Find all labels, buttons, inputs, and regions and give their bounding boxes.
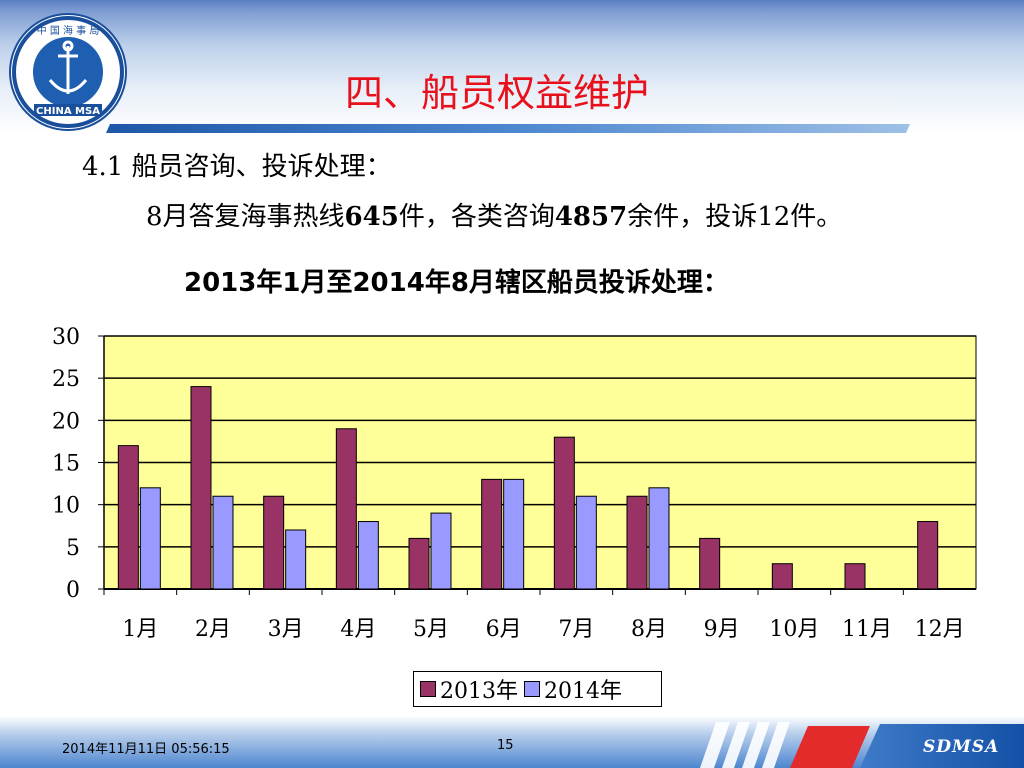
x-tick-label: 4月 <box>340 617 376 642</box>
legend-label-2013: 2013年 <box>440 679 518 704</box>
x-tick-label: 3月 <box>268 617 304 642</box>
bar-2014年-4月 <box>357 521 379 590</box>
footer-date: 2014年11月11日 05:56:15 <box>62 742 230 757</box>
x-tick-label: 6月 <box>486 617 522 642</box>
bar-chart: 0 5 10 15 20 25 30 1月 2月 3月 4月 5月 6月 7月 8月 9月 10月 11月 12月 <box>52 325 977 642</box>
legend-swatch-2014 <box>524 681 540 697</box>
bar-2013年-12月 <box>917 521 939 590</box>
summary-line: 8月答复海事热线645件，各类咨询4857余件，投诉12件。 <box>146 196 842 233</box>
bar-2014年-5月 <box>430 512 452 590</box>
header-band <box>0 0 1024 140</box>
bar-2013年-4月 <box>335 428 357 590</box>
y-tick-label: 0 <box>66 578 80 603</box>
footer-brand: SDMSA <box>923 737 1000 757</box>
y-tick-label: 10 <box>52 494 80 519</box>
x-tick-label: 11月 <box>842 617 892 642</box>
x-tick-label: 2月 <box>195 617 231 642</box>
y-tick-label: 25 <box>52 367 80 392</box>
y-tick-label: 20 <box>52 409 80 434</box>
bar-2013年-10月 <box>771 563 793 590</box>
x-tick-label: 1月 <box>122 617 158 642</box>
footer-band <box>0 716 1024 768</box>
logo-text-top: 中 国 海 事 局 <box>37 24 100 37</box>
bar-2013年-8月 <box>626 495 648 590</box>
bar-2013年-11月 <box>844 563 866 590</box>
bar-2014年-1月 <box>139 487 161 590</box>
x-tick-label: 12月 <box>915 617 965 642</box>
bar-2014年-3月 <box>285 529 307 590</box>
bar-2014年-7月 <box>575 495 597 590</box>
summary-part-3: 余件，投诉12件。 <box>627 202 843 232</box>
slide-title: 四、船员权益维护 <box>345 71 650 115</box>
bar-2013年-9月 <box>699 537 721 590</box>
hotline-count: 645 <box>344 202 399 232</box>
bar-2013年-1月 <box>117 445 139 590</box>
y-tick-label: 15 <box>52 452 80 477</box>
y-tick-label: 30 <box>52 325 80 350</box>
bar-2014年-2月 <box>212 495 234 590</box>
legend-swatch-2013 <box>420 681 436 697</box>
legend-item-2013: 2013年 <box>420 673 518 705</box>
summary-part-1: 8月答复海事热线 <box>146 202 345 232</box>
bar-2013年-5月 <box>408 537 430 590</box>
legend-label-2014: 2014年 <box>544 679 622 704</box>
chart-title: 2013年1月至2014年8月辖区船员投诉处理： <box>184 268 729 298</box>
x-tick-label: 10月 <box>769 617 819 642</box>
x-tick-label: 5月 <box>413 617 449 642</box>
china-msa-logo: 中 国 海 事 局 CHINA MSA <box>8 12 128 132</box>
bar-2013年-6月 <box>481 478 503 590</box>
x-tick-label: 8月 <box>631 617 667 642</box>
y-tick-label: 5 <box>66 536 80 561</box>
logo-text-bottom: CHINA MSA <box>36 106 100 117</box>
section-heading: 4.1 船员咨询、投诉处理： <box>82 152 392 182</box>
header-stripe <box>106 124 910 133</box>
chart-legend: 2013年 2014年 <box>413 671 662 707</box>
bar-2013年-3月 <box>263 495 285 590</box>
bar-2013年-2月 <box>190 386 212 590</box>
x-tick-label: 9月 <box>704 617 740 642</box>
bar-2014年-6月 <box>503 478 525 590</box>
page-number: 15 <box>497 738 514 753</box>
bar-2013年-7月 <box>553 436 575 590</box>
bar-2014年-8月 <box>648 487 670 590</box>
x-tick-label: 7月 <box>558 617 594 642</box>
summary-part-2: 件，各类咨询 <box>398 202 555 232</box>
legend-item-2014: 2014年 <box>524 673 622 705</box>
consult-count: 4857 <box>554 202 628 232</box>
